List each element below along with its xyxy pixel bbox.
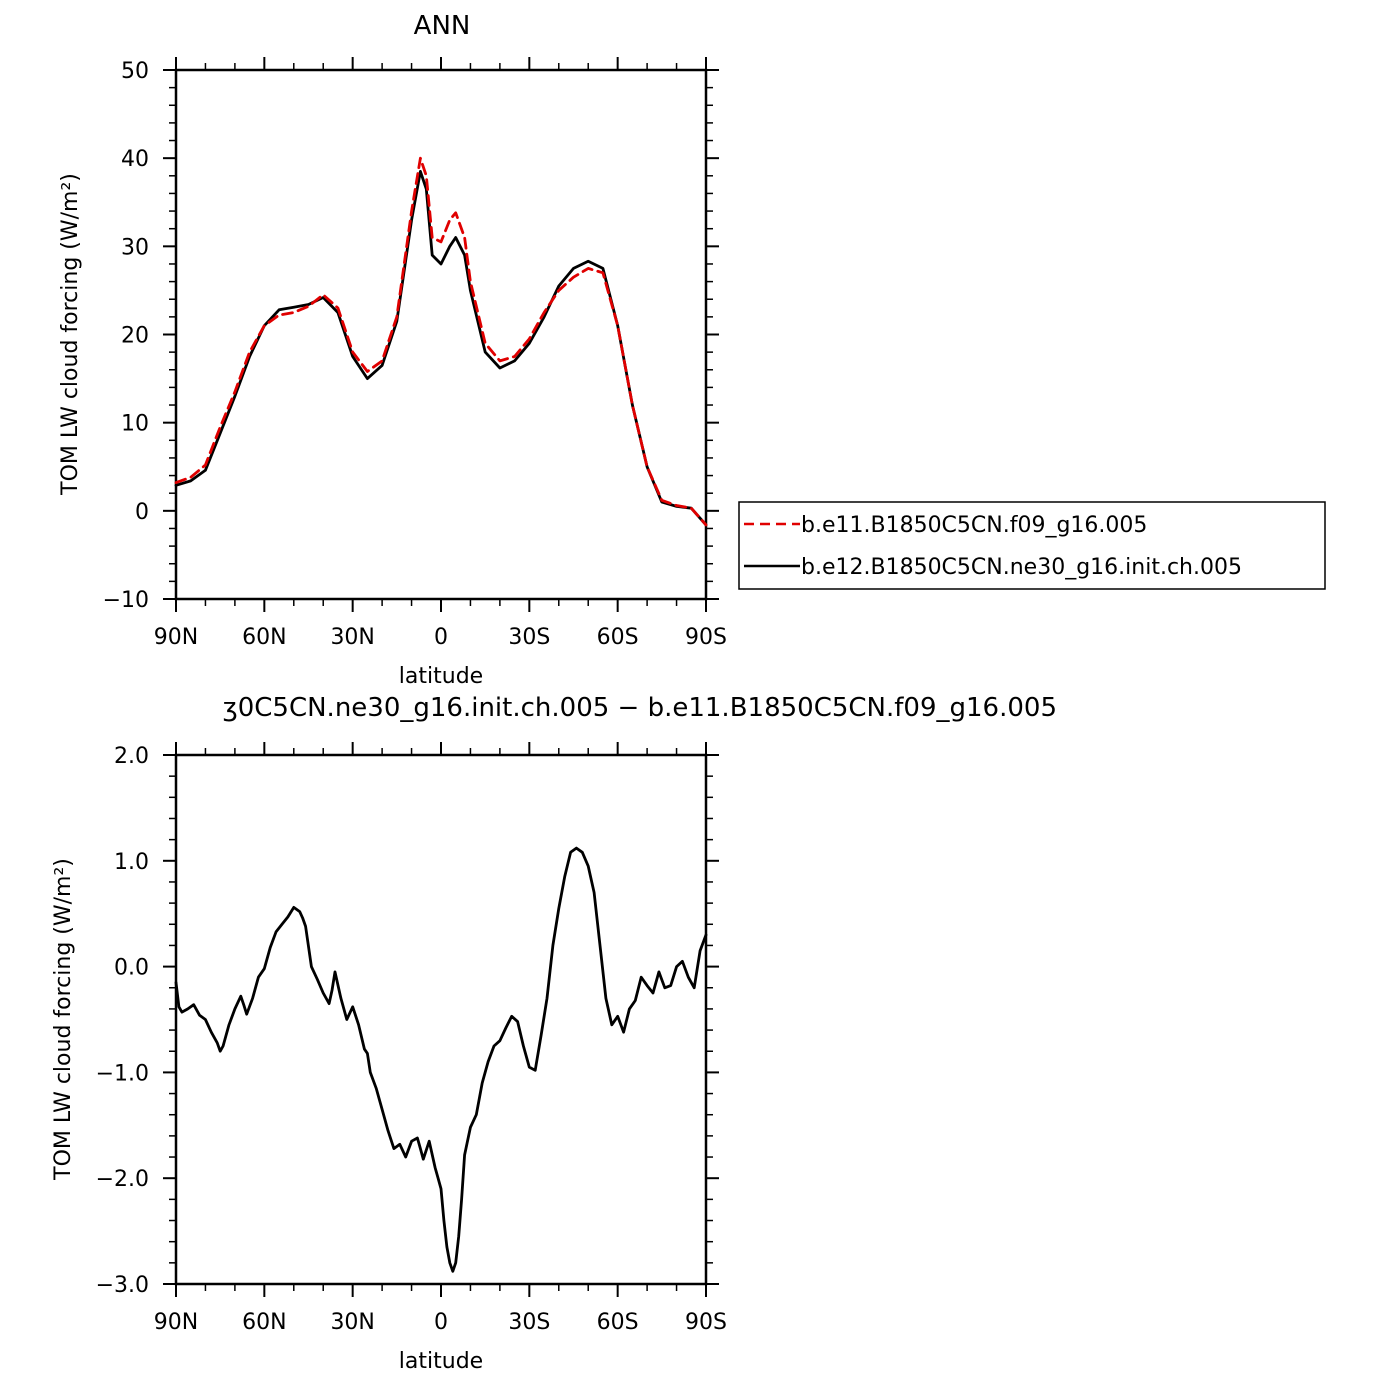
chart-2-y-tick-label: −2.0: [96, 1167, 149, 1192]
bottom-x-axis-label: latitude: [399, 1349, 483, 1374]
bottom-y-axis-label: TOM LW cloud forcing (W/m²): [51, 858, 76, 1181]
chart-1-y-tick-label: −10: [103, 588, 149, 613]
chart-1-x-tick-label: 90S: [685, 625, 727, 650]
chart-1-plot-frame: [174, 68, 708, 601]
chart-2-y-tick-label: 0.0: [114, 956, 149, 981]
top-chart-panel: ANN latitude TOM LW cloud forcing (W/m²)…: [58, 11, 727, 689]
chart-1-y-tick-label: 40: [121, 147, 149, 172]
legend-label-series-1: b.e11.B1850C5CN.f09_g16.005: [801, 513, 1147, 538]
chart-2-series-1-line: [174, 846, 708, 1273]
chart-2-x-tick-label: 60N: [242, 1310, 286, 1335]
chart-2-y-tick-label: −3.0: [96, 1273, 149, 1298]
chart-2-y-tick-label: −1.0: [96, 1061, 149, 1086]
legend: b.e11.B1850C5CN.f09_g16.005 b.e12.B1850C…: [738, 501, 1326, 590]
bottom-plot-area: 90N 60N 30N 0 30S 60S 90S −3.0 −2.0 −1.0 0.0 1.0 2.0: [96, 742, 727, 1335]
chart-1-x-tick-label: 60N: [242, 625, 286, 650]
chart-2-x-tick-label: 0: [434, 1310, 448, 1335]
chart-1-y-tick-label: 10: [121, 412, 149, 437]
chart-2-x-tick-label: 30N: [330, 1310, 374, 1335]
chart-1-y-tick-label: 20: [121, 324, 149, 349]
chart-2-x-tick-label: 60S: [597, 1310, 639, 1335]
top-plot-area: 90N 60N 30N 0 30S 60S 90S −10 0 10 20 30 40 50: [103, 57, 727, 650]
chart-2-y-tick-label: 2.0: [114, 744, 149, 769]
chart-1-x-tick-label: 90N: [154, 625, 198, 650]
chart-1-y-tick-label: 30: [121, 235, 149, 260]
chart-2-x-tick-label: 90S: [685, 1310, 727, 1335]
chart-1-series-2-line: [174, 169, 708, 527]
legend-label-series-2: b.e12.B1850C5CN.ne30_g16.init.ch.005: [801, 555, 1242, 580]
chart-1-x-tick-label: 30S: [508, 625, 550, 650]
bottom-chart-panel: ʒ0C5CN.ne30_g16.init.ch.005 − b.e11.B185…: [51, 693, 1057, 1374]
top-y-axis-label: TOM LW cloud forcing (W/m²): [58, 173, 83, 496]
chart-1-x-tick-label: 30N: [330, 625, 374, 650]
chart-1-x-tick-label: 60S: [597, 625, 639, 650]
chart-2-x-tick-label: 30S: [508, 1310, 550, 1335]
top-chart-title: ANN: [414, 11, 471, 41]
chart-1-x-tick-label: 0: [434, 625, 448, 650]
bottom-chart-title: ʒ0C5CN.ne30_g16.init.ch.005 − b.e11.B185…: [223, 693, 1057, 723]
chart-2-y-tick-label: 1.0: [114, 850, 149, 875]
top-x-axis-label: latitude: [399, 664, 483, 689]
chart-1-y-tick-label: 50: [121, 59, 149, 84]
chart-1-series-1-line: [174, 156, 708, 527]
chart-1-y-tick-label: 0: [135, 500, 149, 525]
chart-2-x-tick-label: 90N: [154, 1310, 198, 1335]
legend-box: [738, 501, 1326, 590]
